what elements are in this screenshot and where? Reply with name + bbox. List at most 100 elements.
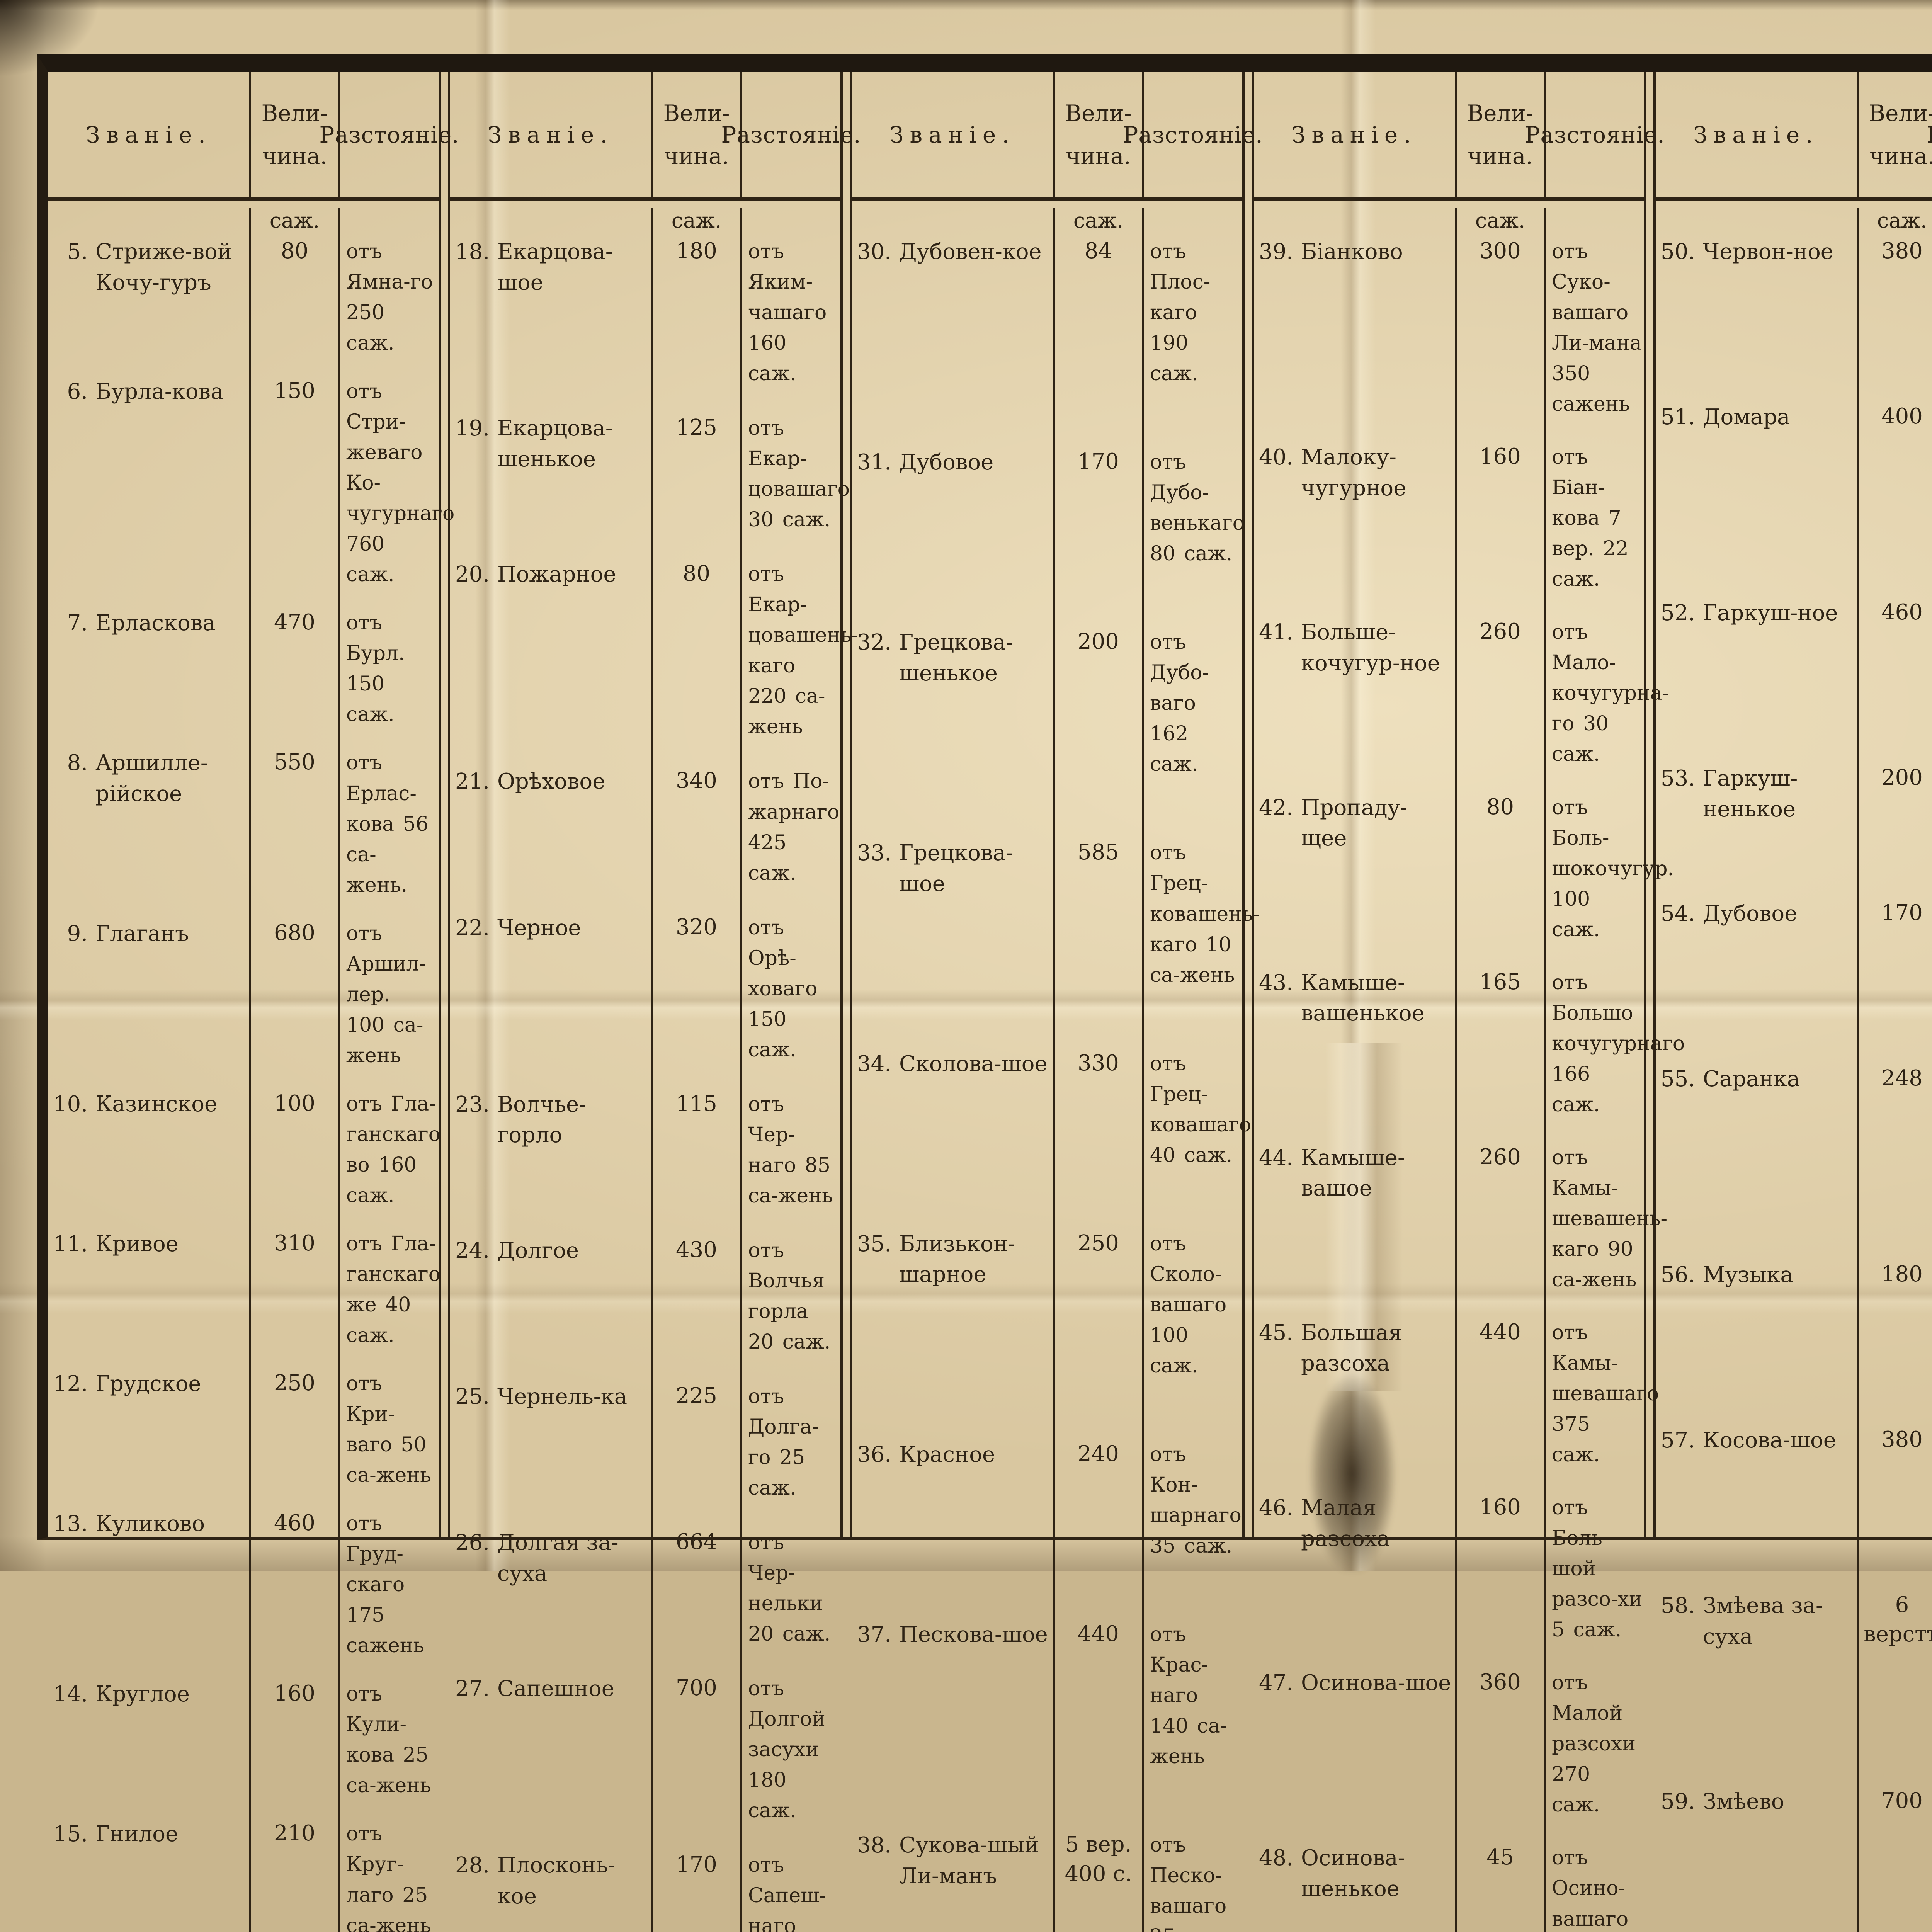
entry-name: Екарцова-шенькое [497,416,613,472]
header-size: Вели- чина. [249,72,338,197]
entry-name-cell: 42. Пропаду-щее [1254,793,1455,876]
entry-size: 84 [1053,236,1142,447]
entry-name-cell: 19. Екарцова-шенькое [450,413,651,498]
entry-number: 23. [455,1092,490,1117]
entry-distance: отъ Круг-лаго 25 са-жень [338,1819,439,1932]
entry-name: Пескова-шое [899,1622,1048,1647]
entry-size: 585 [1053,838,1142,1049]
entry-number: 33. [857,840,891,866]
entry-distance: отъ Аршил-лер. 100 са-жень [338,918,439,1089]
unit-spacer [48,208,249,212]
entry-distance: отъ Дубо-ваго 162 саж. [1142,627,1242,838]
entry-distance: отъ Мало-кочугурна-го 30 саж. [1544,617,1669,793]
entry-name: Орѣховое [497,769,605,794]
entry-name-cell: 18. Екарцова-шое [450,236,651,322]
entry-size: 45 [1455,1843,1544,1932]
entry-number: 15. [53,1821,88,1847]
entry-number: 7. [67,611,88,636]
entry-number: 24. [455,1238,490,1263]
entry-name: Музыка [1703,1262,1793,1287]
entry-distance: отъ Гла-ганскаго же 40 саж. [338,1228,440,1369]
group-separator [1242,72,1254,1537]
header-size: Вели- чина. [1053,72,1142,197]
entry-name: Гаркуш-ненькое [1703,766,1798,822]
entry-name: Осинова-шенькое [1301,1845,1405,1901]
entry-number: 59. [1660,1789,1695,1815]
entry-size: 320 [651,912,740,1089]
paper-crease-vertical [475,0,510,1571]
entry-number: 27. [455,1676,490,1702]
table-column-group-5: Званіе. Вели- чина. Разстояніе. саж. 50. Ч… [1656,72,1932,1932]
entry-distance: отъ Камы-шевашаго 375 саж. [1544,1317,1659,1493]
table-column-group-2: Званіе. Вели- чина. Разстояніе. саж. 18. Е… [450,72,861,1932]
entry-distance: отъ Крас-наго 140 са-жень [1142,1619,1242,1830]
table-column-group-3: Званіе. Вели- чина. Разстояніе. саж. 30. Д… [852,72,1263,1932]
entry-size: 248 [1857,1063,1932,1260]
entry-name: Змѣева за-суха [1703,1593,1823,1649]
entry-distance: отъ Сапеш-наго 220 саж. [740,1850,840,1932]
group-header: Званіе. Вели- чина. Разстояніе. [852,72,1263,201]
entry-name: Червон-ное [1703,239,1833,264]
paper-tear [1287,1325,1418,1573]
entry-name-cell: 20. Пожарное [450,559,651,614]
group-separator [1644,72,1656,1537]
entry-distance: отъ Долга-го 25 саж. [740,1381,840,1528]
entry-name-cell: 10. Казинское [48,1089,249,1138]
entry-size: 680 [249,918,338,1089]
unit-spacer [852,208,1053,212]
entry-name-cell: 57. Косова-шое [1656,1425,1857,1499]
entry-distance: отъ Стри-жеваго Ко-чугурнаго 760 саж. [338,376,454,608]
entry-number: 11. [53,1231,88,1257]
entry-name-cell: 52. Гаркуш-ное [1656,598,1857,672]
entry-size: 200 [1857,763,1932,898]
entry-number: 9. [67,921,88,946]
entry-size: 180 [651,236,740,413]
entry-number: 8. [67,750,88,776]
entry-number: 51. [1660,405,1695,430]
group-header: Званіе. Вели- чина. Разстояніе. [1254,72,1665,201]
entry-distance: отъ Боль-шокочугур. 100 саж. [1544,792,1674,968]
entry-name-cell: 54. Дубовое [1656,898,1857,973]
entry-name: Больше-кочугур-ное [1301,620,1440,676]
unit-spacer [1544,208,1644,236]
entry-size: 160 [1455,442,1544,617]
entry-distance: отъ Груд-скаго 175 сажень [338,1509,439,1679]
entry-size: 80 [651,559,740,767]
entry-name: Куликово [95,1511,205,1537]
header-distance: Разстояніе. [721,72,861,197]
entry-name: Бурла-кова [95,379,224,405]
entry-number: 40. [1259,445,1293,470]
entry-number: 54. [1660,901,1695,926]
entry-number: 41. [1259,620,1293,645]
entry-number: 26. [455,1530,490,1556]
entry-name-cell: 45. Большая разсоха [1254,1318,1455,1401]
entry-size: 160 [249,1679,338,1819]
entry-distance: отъ Плос-каго 190 саж. [1142,236,1242,447]
entry-name: Кривое [95,1231,179,1257]
entry-size: 700 [651,1673,740,1850]
entry-number: 57. [1660,1427,1695,1453]
entry-name: Біанково [1301,239,1403,264]
entry-number: 45. [1259,1320,1293,1345]
entry-name: Черное [497,915,581,940]
entry-name: Стриже-вой Кочу-гуръ [95,239,232,295]
entry-name-cell: 43. Камыше-вашенькое [1254,968,1455,1051]
header-name: Званіе. [1291,121,1417,148]
unit-spacer [1142,208,1242,236]
entry-size: 440 [1053,1619,1142,1830]
entry-number: 58. [1660,1593,1695,1619]
entry-size: 165 [1455,967,1544,1143]
group-header: Званіе. Вели- чина. Разстояніе. [450,72,861,201]
unit-label: саж. [1857,208,1932,236]
entry-distance: отъ Кон-шарнаго 35 саж. [1142,1439,1242,1619]
entry-size: 100 [249,1088,338,1229]
entry-size: 460 [249,1509,338,1679]
entry-size: 180 [1857,1259,1932,1425]
entry-name: Пожарное [497,562,616,587]
entry-size: 6 верстъ [1857,1590,1932,1787]
entry-name-cell: 8. Аршилле-рійское [48,748,249,827]
group-body: саж. 18. Екарцова-шое 180 отъ Яким-чашаго 16… [450,201,858,1932]
unit-label: саж. [1053,208,1142,236]
group-header: Званіе. Вели- чина. Разстояніе. [48,72,459,201]
entry-size: 310 [249,1228,338,1369]
